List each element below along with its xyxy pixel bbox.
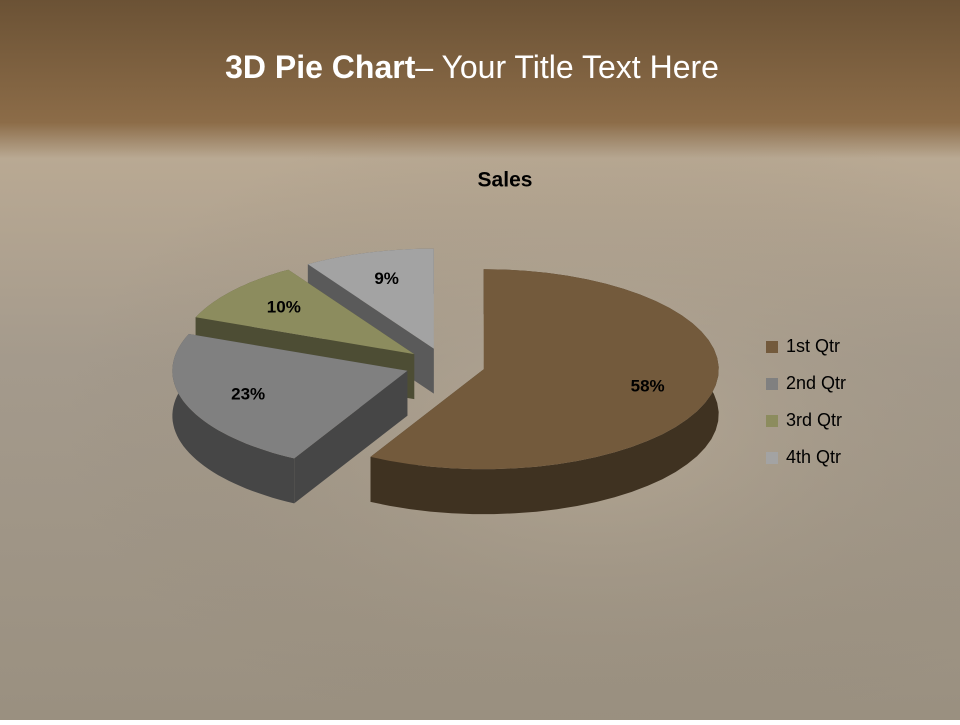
slide-title: 3D Pie Chart– Your Title Text Here xyxy=(225,49,719,85)
data-label: 10% xyxy=(267,298,301,317)
legend-label: 4th Qtr xyxy=(786,447,841,467)
legend-label: 3rd Qtr xyxy=(786,410,842,430)
legend-swatch xyxy=(766,452,778,464)
data-label: 9% xyxy=(374,269,399,288)
slide-title-rest: – Your Title Text Here xyxy=(415,49,719,85)
legend-label: 2nd Qtr xyxy=(786,373,846,393)
data-label: 23% xyxy=(231,385,265,404)
slide-title-bold: 3D Pie Chart xyxy=(225,49,416,85)
legend-swatch xyxy=(766,415,778,427)
legend-label: 1st Qtr xyxy=(786,336,840,356)
legend-swatch xyxy=(766,341,778,353)
chart-title: Sales xyxy=(478,169,533,192)
data-label: 58% xyxy=(631,377,665,396)
legend-swatch xyxy=(766,378,778,390)
